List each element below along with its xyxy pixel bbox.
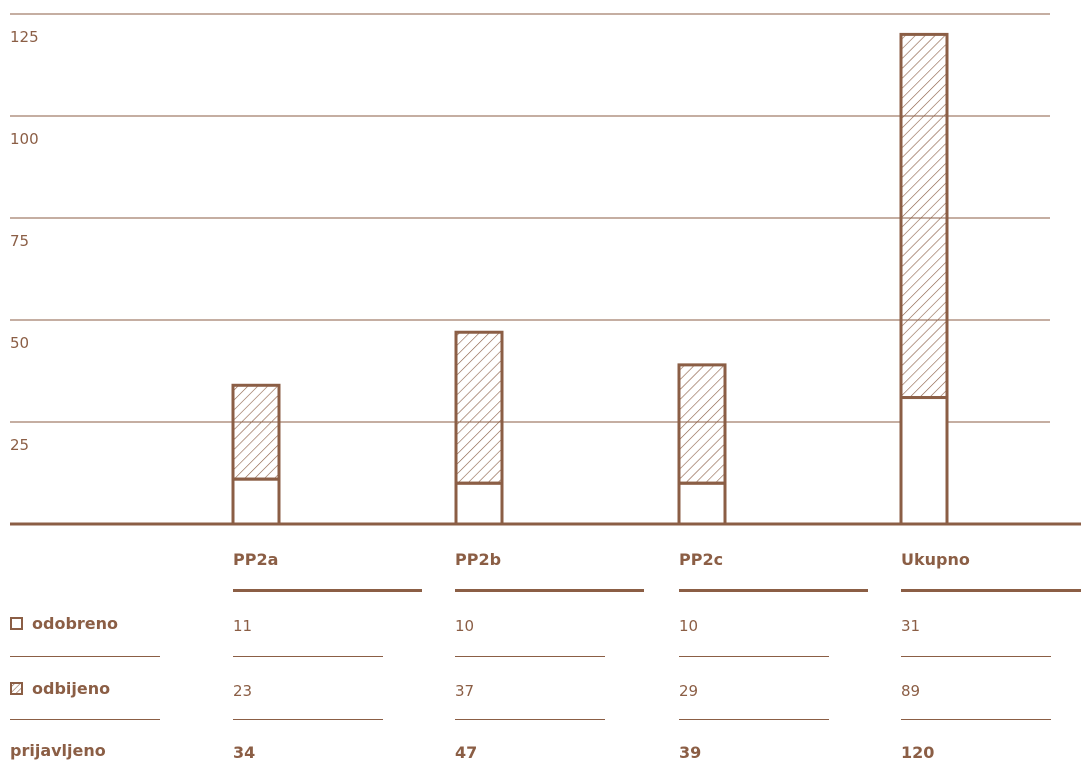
row-divider — [10, 656, 160, 657]
row-label-odbijeno: odbijeno — [10, 679, 110, 698]
stacked-bar-chart: 25 50 75 100 125 — [10, 13, 1081, 526]
bar-segment-odobreno-ukupno — [899, 396, 949, 526]
row-divider — [233, 719, 383, 720]
y-tick-label: 75 — [10, 232, 29, 250]
row-divider — [233, 656, 383, 657]
row-label-prijavljeno: prijavljeno — [10, 741, 106, 760]
table-cell: 10 — [455, 617, 475, 635]
header-divider — [901, 589, 1081, 592]
row-divider — [455, 656, 605, 657]
table-cell: 29 — [679, 682, 699, 700]
bar-segment-odbijeno-ukupno — [899, 32, 949, 400]
row-divider — [10, 719, 160, 720]
bar-segment-odbijeno-pp2a — [231, 383, 281, 481]
row-label-text: odobreno — [32, 614, 119, 633]
column-header-pp2c: PP2c — [679, 550, 724, 569]
bar-segment-odobreno-pp2a — [231, 477, 281, 526]
y-tick-label: 50 — [10, 334, 29, 352]
bar-segment-odobreno-pp2c — [677, 481, 727, 526]
table-cell: 89 — [901, 682, 921, 700]
row-label-odobreno: odobreno — [10, 614, 118, 633]
column-header-pp2b: PP2b — [455, 550, 502, 569]
bar-segment-odbijeno-pp2b — [454, 330, 504, 485]
legend-swatch-empty — [10, 617, 23, 630]
column-header-pp2a: PP2a — [233, 550, 279, 569]
table-cell: 10 — [679, 617, 699, 635]
row-label-text: odbijeno — [32, 679, 111, 698]
table-cell: 37 — [455, 682, 475, 700]
bar-segment-odbijeno-pp2c — [677, 363, 727, 485]
legend-swatch-hatched — [10, 682, 23, 695]
y-tick-label: 125 — [10, 28, 39, 46]
bar-segment-odobreno-pp2b — [454, 481, 504, 526]
row-divider — [455, 719, 605, 720]
table-cell: 31 — [901, 617, 921, 635]
row-divider — [901, 719, 1051, 720]
y-tick-label: 100 — [10, 130, 39, 148]
table-cell-total: 120 — [901, 743, 935, 762]
table-cell-total: 34 — [233, 743, 256, 762]
table-cell: 11 — [233, 617, 253, 635]
y-tick-label: 25 — [10, 436, 29, 454]
row-divider — [901, 656, 1051, 657]
row-divider — [679, 656, 829, 657]
table-cell: 23 — [233, 682, 253, 700]
column-header-ukupno: Ukupno — [901, 550, 970, 569]
header-divider — [455, 589, 644, 592]
header-divider — [679, 589, 868, 592]
header-divider — [233, 589, 422, 592]
row-divider — [679, 719, 829, 720]
row-label-text: prijavljeno — [10, 741, 106, 760]
table-cell-total: 47 — [455, 743, 478, 762]
table-cell-total: 39 — [679, 743, 702, 762]
